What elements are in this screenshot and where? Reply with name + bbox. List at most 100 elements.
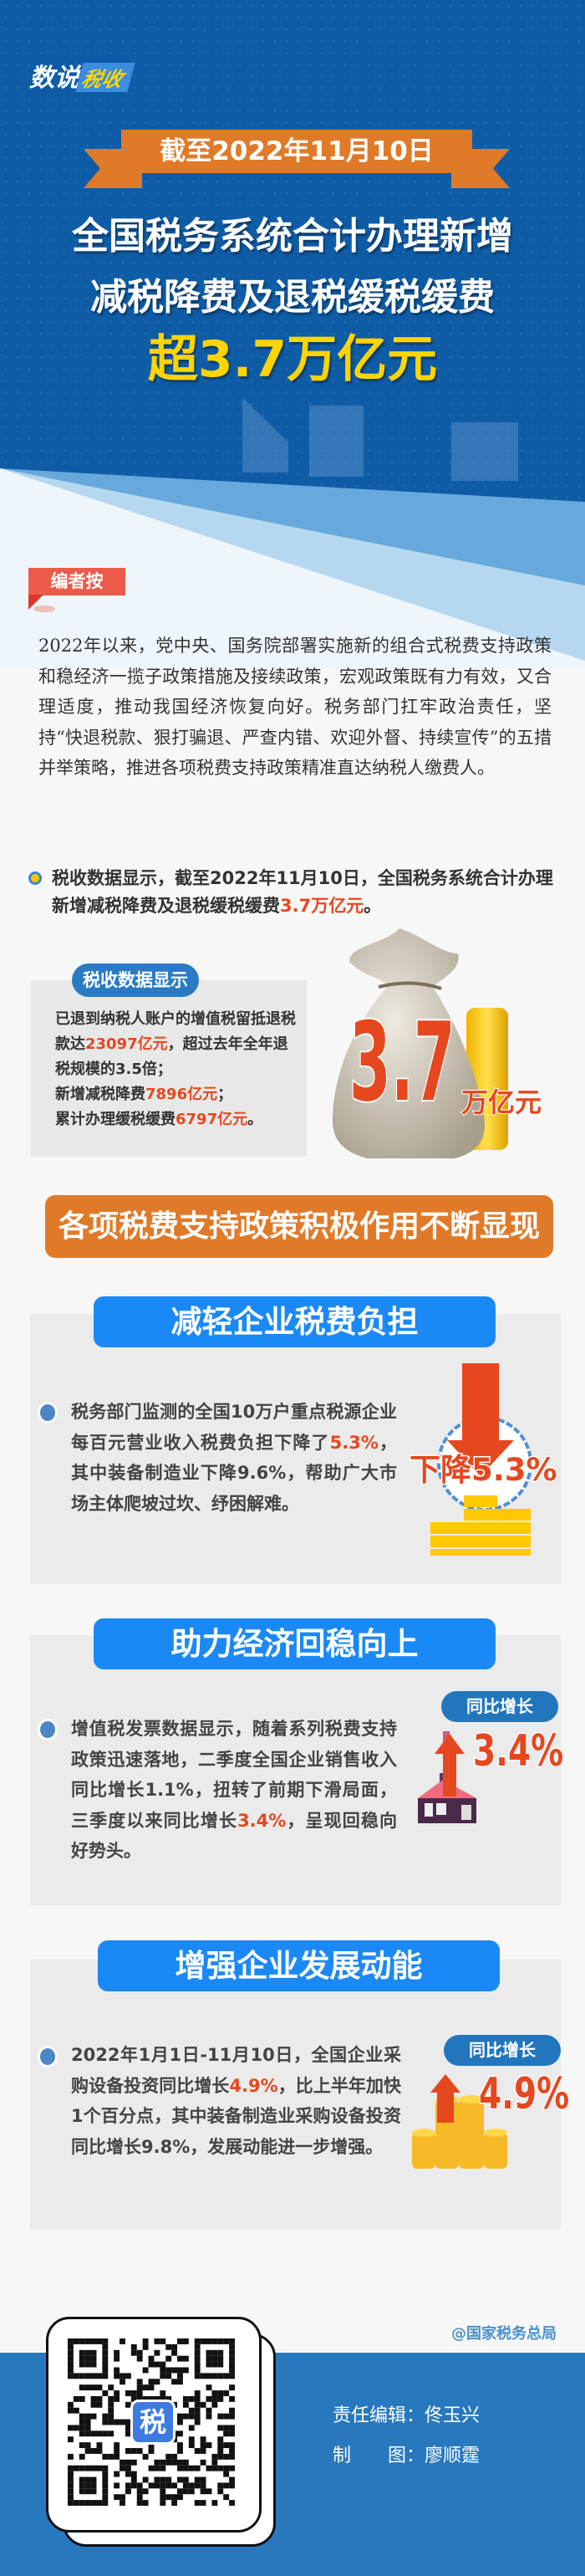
qr-module — [165, 2343, 172, 2350]
text-segment: 税务部门监测的全国10万户重点税源企业每百元营业收入税费负担下降了 — [71, 1402, 397, 1453]
qr-module — [206, 2442, 212, 2449]
qr-module — [68, 2367, 74, 2374]
qr-module — [120, 2459, 125, 2466]
qr-module — [114, 2395, 120, 2402]
qr-module — [130, 2482, 137, 2489]
qr-module — [130, 2390, 137, 2396]
qr-module — [206, 2488, 212, 2495]
qr-module — [160, 2476, 166, 2483]
qr-module — [211, 2500, 218, 2506]
text-segment: 。 — [364, 896, 382, 916]
qr-module — [177, 2494, 183, 2501]
qr-module — [136, 2482, 143, 2489]
qr-module — [125, 2373, 131, 2379]
building-silhouette — [451, 422, 518, 481]
qr-module — [217, 2442, 224, 2449]
qr-module — [102, 2476, 109, 2483]
text-segment: ，其中装备制造业下降9.6%，帮助广大市场主体爬坡过坎、纾困解难。 — [71, 1432, 398, 1514]
qr-module — [90, 2401, 97, 2408]
qr-module — [96, 2500, 103, 2506]
qr-module — [148, 2448, 155, 2454]
qr-module — [148, 2361, 155, 2368]
qr-module — [160, 2482, 166, 2489]
tag-dot — [33, 606, 55, 612]
qr-module — [194, 2476, 201, 2483]
qr-module — [177, 2338, 183, 2344]
qr-module — [165, 2476, 172, 2483]
qr-module — [96, 2448, 103, 2454]
qr-module — [160, 2488, 166, 2495]
qr-code[interactable] — [68, 2338, 235, 2506]
qr-module — [96, 2401, 103, 2408]
qr-module — [102, 2343, 109, 2350]
qr-module — [148, 2482, 155, 2489]
qr-module — [136, 2448, 143, 2454]
qr-module — [229, 2349, 235, 2356]
qr-module — [200, 2459, 206, 2466]
qr-module — [229, 2384, 235, 2391]
up-arrow-icon — [435, 1734, 465, 1797]
qr-module — [96, 2384, 103, 2391]
qr-module — [114, 2373, 120, 2379]
qr-module — [84, 2425, 91, 2431]
tax-decrease-icon — [430, 1363, 532, 1556]
qr-module — [125, 2471, 131, 2477]
qr-module — [194, 2482, 201, 2489]
qr-module — [68, 2488, 74, 2495]
qr-module — [108, 2384, 114, 2391]
qr-module — [177, 2355, 183, 2362]
qr-module — [84, 2482, 91, 2489]
qr-module — [217, 2338, 224, 2344]
qr-module — [84, 2413, 91, 2420]
qr-module — [90, 2430, 97, 2437]
qr-module — [154, 2349, 160, 2356]
qr-module — [160, 2338, 166, 2344]
qr-module — [79, 2430, 85, 2437]
qr-module — [171, 2482, 178, 2489]
qr-module — [120, 2338, 125, 2344]
qr-module — [154, 2482, 160, 2489]
qr-module — [73, 2338, 79, 2344]
qr-module — [165, 2367, 172, 2374]
qr-module — [79, 2419, 85, 2425]
highlight-value: 5.3% — [329, 1432, 379, 1453]
qr-module — [84, 2355, 91, 2362]
qr-module — [154, 2361, 160, 2368]
qr-module — [160, 2500, 166, 2506]
qr-module — [223, 2390, 230, 2396]
qr-module — [154, 2379, 160, 2385]
qr-module — [177, 2379, 183, 2385]
qr-module — [171, 2343, 178, 2350]
growth-figure: 4.9% — [478, 2069, 570, 2119]
qr-module — [84, 2373, 91, 2379]
qr-module — [194, 2367, 201, 2374]
qr-module — [102, 2500, 109, 2506]
qr-module — [188, 2413, 195, 2420]
qr-module — [68, 2436, 74, 2443]
qr-module — [73, 2465, 79, 2471]
qr-module — [229, 2355, 235, 2362]
qr-module — [217, 2448, 224, 2454]
qr-module — [136, 2494, 143, 2501]
qr-module — [125, 2448, 131, 2454]
qr-module — [223, 2453, 230, 2460]
qr-module — [142, 2395, 149, 2402]
qr-module — [114, 2349, 120, 2356]
section-title: 减轻企业税费负担 — [94, 1296, 496, 1347]
qr-module — [136, 2390, 143, 2396]
qr-module — [120, 2373, 125, 2379]
qr-module — [229, 2407, 235, 2414]
qr-module — [206, 2395, 212, 2402]
qr-module — [200, 2338, 206, 2344]
qr-module — [84, 2465, 91, 2471]
qr-module — [200, 2448, 206, 2454]
qr-module — [102, 2413, 109, 2420]
qr-module — [194, 2465, 201, 2471]
qr-module — [200, 2442, 206, 2449]
section-text: 2022年1月1日-11月10日，全国企业采购设备投资同比增长4.9%，比上半年… — [71, 2040, 401, 2162]
qr-module — [171, 2367, 178, 2374]
qr-module — [188, 2395, 195, 2402]
qr-module — [223, 2425, 230, 2431]
stats-pill: 税收数据显示 — [72, 963, 199, 997]
qr-module — [90, 2476, 97, 2483]
